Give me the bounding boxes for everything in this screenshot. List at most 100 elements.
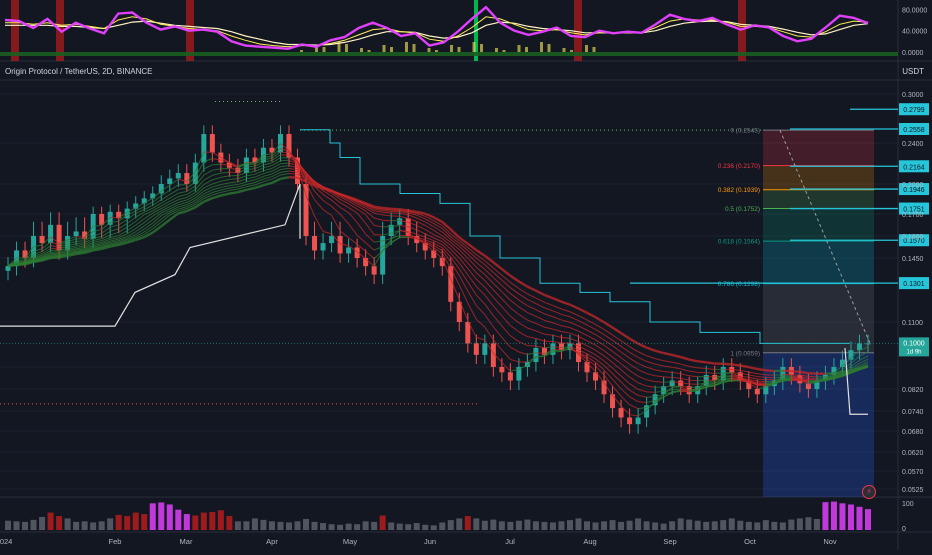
ma-line-segment — [834, 372, 843, 373]
ma-line-segment — [476, 337, 485, 340]
ma-line-segment — [544, 334, 553, 335]
ma-line-segment — [578, 336, 587, 340]
volume-bar — [175, 510, 181, 530]
fib-zone — [763, 241, 874, 284]
ma-line-segment — [723, 364, 732, 365]
volume-bar — [380, 516, 386, 531]
ma-line-segment — [672, 377, 681, 378]
ma-line-segment — [280, 163, 289, 164]
volume-bar — [252, 518, 258, 530]
ma-line-segment — [587, 346, 596, 351]
candle-body — [610, 394, 615, 408]
volume-bar — [295, 521, 301, 530]
ma-line-segment — [638, 402, 647, 403]
volume-bar — [31, 520, 37, 530]
ma-line-segment — [459, 258, 468, 269]
ma-line-segment — [647, 361, 656, 364]
lightning-icon[interactable]: ⚡ — [862, 485, 876, 499]
ma-line-segment — [647, 356, 656, 359]
ma-line-segment — [638, 376, 647, 380]
ma-line-segment — [800, 372, 809, 373]
volume-bar — [729, 518, 735, 530]
ma-line-segment — [596, 335, 605, 340]
volume-bar — [116, 515, 122, 530]
volume-bar — [831, 502, 837, 530]
ma-line-segment — [553, 298, 562, 302]
candle-body — [201, 134, 206, 163]
price-tick: 0.0525 — [902, 487, 924, 494]
ma-line-segment — [280, 171, 289, 172]
volume-bar — [482, 521, 488, 530]
ma-line-segment — [544, 295, 553, 298]
volume-bar — [371, 522, 377, 530]
ma-line-segment — [280, 155, 289, 156]
candle-body — [755, 389, 760, 394]
fib-zone — [763, 284, 874, 353]
ma-line-segment — [144, 223, 153, 229]
ma-line-segment — [613, 351, 622, 357]
candle-body — [23, 250, 28, 258]
volume-bar — [567, 520, 573, 530]
price-tick: 0.0620 — [902, 450, 924, 457]
volume-bar — [771, 522, 777, 530]
volume-bar — [516, 521, 522, 530]
ma-line-segment — [791, 378, 800, 379]
ma-line-segment — [374, 218, 383, 220]
volume-bar — [286, 522, 292, 530]
ma-line-segment — [553, 311, 562, 314]
ma-line-segment — [476, 279, 485, 287]
volume-bar — [48, 513, 54, 530]
ma-line-segment — [613, 335, 622, 341]
volume-bar — [303, 519, 309, 530]
currency-label[interactable]: USDT — [902, 67, 924, 76]
ma-line-segment — [596, 324, 605, 329]
ma-line-segment — [366, 251, 375, 258]
time-label: 2024 — [0, 537, 12, 546]
oscillator-bar — [345, 44, 348, 52]
volume-bar — [192, 516, 198, 531]
ma-line-segment — [536, 310, 545, 314]
volume-bar — [601, 521, 607, 530]
ma-line-segment — [425, 230, 434, 235]
ma-line-segment — [238, 176, 247, 179]
ma-line-segment — [698, 361, 707, 362]
ma-line-segment — [280, 168, 289, 169]
ma-line-segment — [187, 200, 196, 204]
price-label: 0.2164 — [903, 164, 925, 171]
candle-body — [619, 408, 624, 417]
ma-line-segment — [570, 312, 579, 316]
ma-line-segment — [204, 165, 213, 169]
ma-line-segment — [698, 368, 707, 369]
time-label: Aug — [583, 537, 596, 546]
volume-bar — [746, 522, 752, 530]
volume-bar — [533, 521, 539, 530]
ma-line-segment — [527, 294, 536, 298]
ma-line-segment — [502, 326, 511, 336]
ma-line-segment — [510, 336, 519, 342]
ma-line-segment — [178, 200, 187, 202]
volume-bar — [260, 520, 266, 530]
ma-line-segment — [655, 376, 664, 377]
oscillator-bar — [435, 50, 438, 52]
volume-bar — [584, 521, 590, 530]
ma-line-segment — [672, 355, 681, 357]
ma-line-segment — [229, 179, 238, 180]
oscillator-bar — [563, 48, 566, 52]
ma-line-segment — [553, 347, 562, 348]
ma-line-segment — [366, 243, 375, 250]
ma-line-segment — [417, 230, 426, 234]
fib-zone — [763, 190, 874, 209]
ma-line-segment — [502, 299, 511, 308]
ma-line-segment — [221, 194, 230, 196]
volume-bar — [346, 524, 352, 530]
ma-line-segment — [144, 216, 153, 222]
ma-line-segment — [76, 244, 85, 245]
volume-bar — [856, 507, 862, 530]
fib-level-label: 0 (0.2545) — [730, 128, 760, 135]
ma-line-segment — [630, 377, 639, 383]
ma-line-segment — [519, 289, 528, 294]
volume-bar — [669, 521, 675, 530]
ma-line-segment — [570, 338, 579, 341]
price-tick: 0.0740 — [902, 409, 924, 416]
